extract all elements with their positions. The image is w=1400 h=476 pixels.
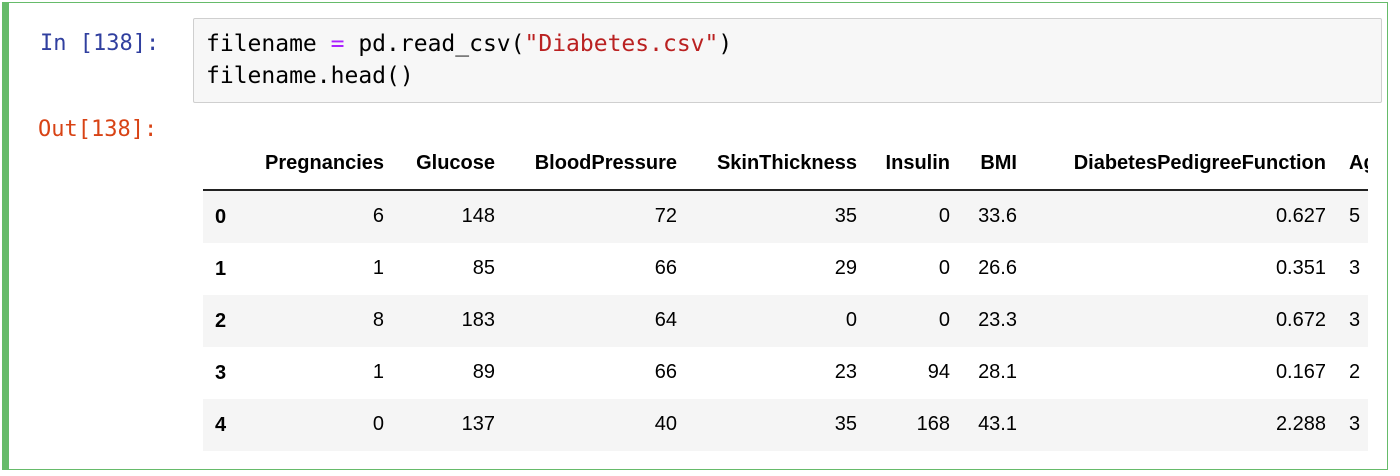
code-token: = (330, 31, 345, 57)
table-cell: 29 (834, 257, 857, 279)
row-index: 0 (215, 206, 227, 228)
table-cell: 40 (654, 413, 677, 435)
table-cell: 3 (1349, 257, 1361, 279)
table-cell: 3 (1349, 309, 1361, 331)
table-cell: 0.351 (1275, 257, 1326, 279)
table-cell: 2.288 (1275, 413, 1326, 435)
table-cell: 35 (834, 205, 857, 227)
table-row: 3 1 89 66 23 94 28.1 0.167 2 (203, 347, 1368, 399)
table-cell: 0 (938, 257, 950, 279)
table-cell: 148 (461, 205, 495, 227)
table-cell: 0 (938, 205, 950, 227)
row-index: 4 (215, 414, 227, 436)
table-cell: 0 (372, 413, 384, 435)
table-row: 1 1 85 66 29 0 26.6 0.351 3 (203, 243, 1368, 295)
row-index: 2 (215, 310, 227, 332)
table-cell: 35 (834, 413, 857, 435)
output-prompt: Out[138]: (38, 117, 158, 142)
row-index: 1 (215, 258, 227, 280)
input-prompt: In [138]: (40, 31, 160, 56)
table-cell: 66 (654, 361, 677, 383)
table-cell: 2 (1349, 361, 1361, 383)
table-cell: 23 (834, 361, 857, 383)
table-cell: 5 (1349, 205, 1361, 227)
table-cell: 8 (372, 309, 384, 331)
table-cell: 89 (472, 361, 495, 383)
column-header: BloodPressure (534, 152, 677, 174)
table-cell: 33.6 (978, 205, 1017, 227)
table-cell: 23.3 (978, 309, 1017, 331)
column-header: Glucose (416, 152, 495, 174)
table-cell: 0 (938, 309, 950, 331)
header-rule (203, 189, 1368, 191)
table-cell: 94 (927, 361, 950, 383)
table-cell: 72 (654, 205, 677, 227)
code-token: pd.read_csv( (344, 31, 525, 57)
code-token: "Diabetes.csv" (524, 31, 719, 57)
column-header: Ag (1349, 152, 1368, 174)
table-cell: 66 (654, 257, 677, 279)
table-cell: 6 (372, 205, 384, 227)
code-token: ) (718, 31, 733, 57)
column-header: Insulin (885, 152, 950, 174)
code-line: filename = pd.read_csv("Diabetes.csv") (206, 31, 732, 57)
table-cell: 0.167 (1275, 361, 1326, 383)
notebook-cell[interactable] (2, 2, 1388, 470)
table-cell: 85 (472, 257, 495, 279)
table-cell: 43.1 (978, 413, 1017, 435)
table-cell: 28.1 (978, 361, 1017, 383)
code-token: filename.head() (206, 63, 414, 89)
code-input[interactable]: filename = pd.read_csv("Diabetes.csv") f… (193, 18, 1382, 103)
table-cell: 0.672 (1275, 309, 1326, 331)
code-token: filename (206, 31, 331, 57)
row-index: 3 (215, 362, 227, 384)
table-row: 2 8 183 64 0 0 23.3 0.672 3 (203, 295, 1368, 347)
table-cell: 3 (1349, 413, 1361, 435)
table-cell: 1 (372, 257, 384, 279)
code-line: filename.head() (206, 63, 414, 89)
table-cell: 0 (845, 309, 857, 331)
table-cell: 137 (461, 413, 495, 435)
table-cell: 1 (372, 361, 384, 383)
column-header: Pregnancies (265, 152, 384, 174)
column-header: BMI (980, 152, 1017, 174)
column-header: SkinThickness (716, 152, 857, 174)
table-row: 0 6 148 72 35 0 33.6 0.627 5 (203, 191, 1368, 243)
table-cell: 64 (654, 309, 677, 331)
table-cell: 183 (461, 309, 495, 331)
header-row: Pregnancies Glucose BloodPressure SkinThick… (203, 140, 1368, 192)
table-row: 4 0 137 40 35 168 43.1 2.288 3 (203, 399, 1368, 451)
table-cell: 0.627 (1275, 205, 1326, 227)
dataframe-table: Pregnancies Glucose BloodPressure SkinThick… (203, 140, 1368, 452)
table-cell: 168 (916, 413, 950, 435)
table-cell: 26.6 (978, 257, 1017, 279)
column-header: DiabetesPedigreeFunction (1073, 152, 1326, 174)
